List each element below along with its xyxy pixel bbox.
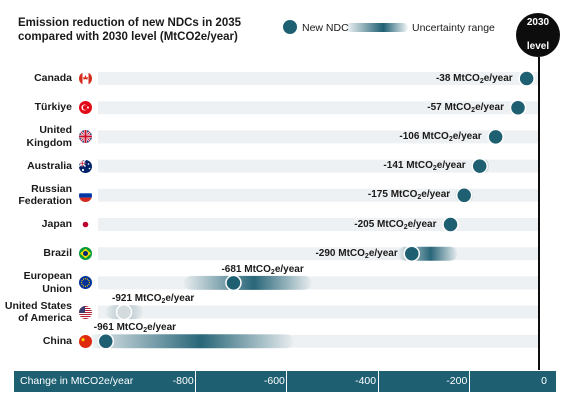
ndc-dot-russian-federation: [455, 187, 473, 204]
x-axis-tickline: [468, 371, 470, 392]
row-band-russian-federation: [98, 188, 538, 202]
ndc-dot-canada: [518, 70, 535, 87]
uncertainty-range-european-union: [183, 275, 312, 290]
row-band-united-states-of-america: [98, 305, 538, 319]
country-label-united-kingdom: United Kingdom: [26, 124, 73, 149]
ndc-dot-australia: [471, 157, 488, 175]
value-label-united-kingdom: -106 MtCO2e/year: [399, 130, 482, 143]
uk-flag-icon: [79, 130, 92, 144]
china-flag-icon: [79, 334, 92, 348]
row-band-canada: [98, 72, 538, 85]
eu-flag-icon: [79, 276, 92, 290]
chart-title-line2: compared with 2030 level (MtCO2e/year): [18, 31, 238, 43]
country-label-china: China: [42, 335, 72, 348]
ndc-dot-brazil: [403, 245, 421, 262]
x-axis-tickline: [286, 371, 288, 392]
x-axis-title: Change in MtCO2e/year: [20, 375, 134, 387]
row-band-australia: [98, 159, 538, 173]
value-label-united-states-of-america: -921 MtCO2e/year: [112, 293, 195, 306]
country-label-brazil: Brazil: [43, 247, 72, 260]
baseline-line: [538, 57, 540, 370]
country-label-united-states-of-america: United States of America: [4, 299, 72, 325]
japan-flag-icon: [79, 218, 92, 231]
legend-range-icon: [346, 23, 408, 32]
value-label-brazil: -290 MtCO2e/year: [315, 247, 398, 260]
badge-line2: level: [526, 41, 550, 52]
ndc-dot-japan: [442, 216, 459, 233]
russia-flag-icon: [79, 188, 92, 202]
value-label-t-rkiye: -57 MtCO2e/year: [427, 101, 504, 114]
row-band-european-union: [98, 276, 538, 290]
x-axis-tick-label: -800: [172, 375, 194, 387]
x-axis-tickline: [195, 371, 197, 392]
baseline-badge: 2030 level: [516, 13, 560, 57]
australia-flag-icon: [79, 159, 92, 173]
x-axis-tick-label: -600: [263, 375, 285, 387]
badge-line1: 2030: [526, 17, 550, 28]
country-label-canada: Canada: [34, 72, 72, 85]
x-axis-tick-label: 0: [541, 375, 547, 387]
value-label-australia: -141 MtCO2e/year: [383, 160, 466, 173]
country-label-european-union: European Union: [23, 270, 72, 295]
chart-title: Emission reduction of new NDCs in 2035 c…: [18, 16, 248, 44]
row-band-united-kingdom: [98, 130, 538, 144]
row-band-japan: [98, 218, 538, 231]
legend-new-ndc-label: New NDC: [302, 22, 349, 34]
ndc-dot-t-rkiye: [509, 99, 527, 116]
country-label-russian-federation: Russian Federation: [18, 182, 72, 208]
chart-title-line1: Emission reduction of new NDCs in 2035: [18, 17, 242, 29]
brazil-flag-icon: [79, 247, 92, 261]
x-axis-tick-label: -200: [446, 375, 468, 387]
usa-flag-icon: [79, 305, 92, 319]
value-label-russian-federation: -175 MtCO2e/year: [367, 189, 451, 202]
country-label-japan: Japan: [41, 218, 72, 231]
x-axis-tickline: [377, 371, 379, 392]
ndc-dot-united-kingdom: [487, 128, 504, 146]
canada-flag-icon: [79, 72, 92, 85]
value-label-european-union: -681 MtCO2e/year: [221, 263, 304, 276]
ndc-dot-european-union: [225, 274, 242, 292]
x-axis-bar: [14, 371, 556, 392]
value-label-canada: -38 MtCO2e/year: [435, 72, 513, 85]
ndc-dot-china: [97, 333, 115, 350]
legend-uncertainty-label: Uncertainty range: [412, 22, 495, 34]
country-label-australia: Australia: [27, 159, 72, 172]
ndc-dot-united-states-of-america: [115, 303, 133, 321]
value-label-japan: -205 MtCO2e/year: [354, 218, 437, 231]
turkiye-flag-icon: [79, 101, 92, 115]
row-band-t-rkiye: [98, 101, 538, 115]
legend-dot-icon: [283, 20, 297, 34]
value-label-china: -961 MtCO2e/year: [93, 322, 177, 335]
x-axis-tick-label: -400: [355, 375, 377, 387]
country-label-t-rkiye: Türkiye: [34, 101, 72, 114]
uncertainty-range-china: [88, 334, 294, 349]
